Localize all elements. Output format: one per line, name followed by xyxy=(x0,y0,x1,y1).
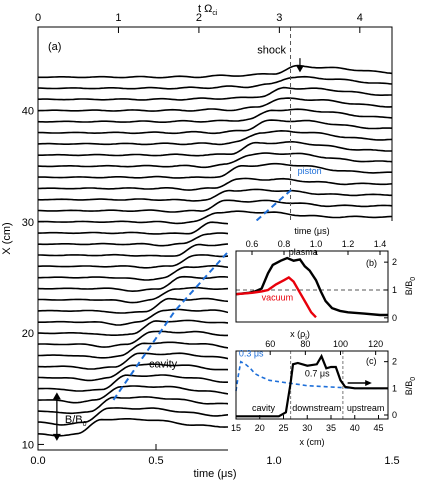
c-top-x-tick-label-2: 100 xyxy=(333,339,348,349)
c-x-tick-label-3: 30 xyxy=(302,423,312,433)
shock-arrow-head xyxy=(295,65,304,73)
b-x-tick-label-4: 1.4 xyxy=(374,239,387,249)
trace-line-21 xyxy=(37,188,392,202)
c-y-tick-label-2: 2 xyxy=(392,357,397,367)
c-time-label-1: 0.7 μs xyxy=(305,368,330,378)
b-x-tick-label-0: 0.6 xyxy=(246,239,259,249)
c-y-tick-label-0: 0 xyxy=(392,410,397,420)
c-y-tick-label-1: 1 xyxy=(392,383,397,393)
y-tick-label-1: 20 xyxy=(22,328,34,340)
c-x-tick-label-4: 35 xyxy=(326,423,336,433)
x-tick-label-1: 0.5 xyxy=(148,455,163,467)
trace-line-27 xyxy=(37,119,393,135)
b-x-tick-label-2: 1.0 xyxy=(310,239,323,249)
b-y-tick-label-0: 0 xyxy=(392,313,397,323)
trace-line-28 xyxy=(37,108,393,123)
trace-line-23 xyxy=(37,162,392,179)
panel-b-inset: 0.6 0.8 1.0 1.2 1.4 time (μs) 0 1 2 B/B0 (b) plasma… xyxy=(228,221,422,331)
c-frame xyxy=(235,350,389,420)
panelB-background xyxy=(228,221,422,331)
c-direction-arrow-head xyxy=(365,380,372,386)
c-time-label-0: 0.3 μs xyxy=(239,348,264,358)
b-series-plasma xyxy=(235,256,388,317)
c-top-x-tick-label-1: 80 xyxy=(300,339,310,349)
trace-line-19 xyxy=(37,210,393,225)
top-x-tick-label-1: 1 xyxy=(115,12,121,24)
b-y-tick-label-2: 2 xyxy=(392,257,397,267)
c-top-axis-label: x (ρi) xyxy=(290,329,310,342)
x-tick-label-0: 0.0 xyxy=(30,455,45,467)
c-top-x-tick-label-0: 60 xyxy=(265,339,275,349)
b-panel-label: (b) xyxy=(366,258,377,268)
top-axis-label: t Ωci xyxy=(198,3,218,17)
trace-line-29 xyxy=(37,97,393,112)
b-x-tick-label-1: 0.8 xyxy=(278,239,291,249)
shock-label: shock xyxy=(257,45,286,57)
cavity-label: cavity xyxy=(149,359,178,371)
y-tick-label-2: 30 xyxy=(22,217,34,229)
b-series-vacuum xyxy=(235,276,317,319)
c-x-tick-label-5: 40 xyxy=(350,423,360,433)
trace-line-22 xyxy=(37,177,393,191)
panel-a-label: (a) xyxy=(48,41,61,53)
trace-line-30 xyxy=(38,86,392,101)
b-legend-vacuum: vacuum xyxy=(262,293,294,303)
top-x-tick-label-4: 4 xyxy=(357,12,363,24)
scale-bar-arrow-up xyxy=(52,392,61,400)
y-tick-label-3: 40 xyxy=(22,105,34,117)
top-x-tick-label-3: 3 xyxy=(276,12,282,24)
trace-line-25 xyxy=(38,141,392,157)
y-tick-label-0: 10 xyxy=(22,439,34,451)
trace-line-20 xyxy=(37,199,393,213)
piston-label: piston xyxy=(298,166,322,176)
c-x-axis-label: x (cm) xyxy=(300,437,325,447)
b-frame xyxy=(235,250,389,323)
scale-bar-label: B/B0 xyxy=(65,414,87,428)
c-y-axis-label: B/B0 xyxy=(404,377,417,396)
c-x-tick-label-2: 25 xyxy=(278,423,288,433)
b-y-axis-label: B/B0 xyxy=(404,277,417,296)
trace-line-32 xyxy=(38,64,393,79)
c-x-tick-label-6: 45 xyxy=(373,423,383,433)
x-axis-label: time (μs) xyxy=(193,468,236,480)
c-panel-label: (c) xyxy=(366,356,377,366)
c-region-upstream: upstream xyxy=(347,403,385,413)
trace-line-24 xyxy=(37,152,393,169)
top-x-tick-label-2: 2 xyxy=(196,12,202,24)
c-x-tick-label-1: 20 xyxy=(255,423,265,433)
c-x-tick-label-0: 15 xyxy=(231,423,241,433)
b-y-tick-label-1: 1 xyxy=(392,285,397,295)
c-top-x-tick-label-3: 120 xyxy=(368,339,383,349)
y-axis-label: X (cm) xyxy=(1,222,13,254)
b-x-tick-label-3: 1.2 xyxy=(342,239,355,249)
x-tick-label-2: 1.0 xyxy=(266,455,281,467)
x-tick-label-3: 1.5 xyxy=(384,455,399,467)
top-x-tick-label-0: 0 xyxy=(35,12,41,24)
b-x-axis-label: time (μs) xyxy=(294,226,329,236)
panel-c-inset: 15 20 25 30 35 40 45 x (cm) 60 80 100 120 x (ρi) 0 1 2B… xyxy=(228,329,422,451)
trace-line-26 xyxy=(37,129,393,146)
c-series-1 xyxy=(236,353,388,418)
c-region-cavity: cavity xyxy=(252,403,276,413)
scale-bar-arrow-down xyxy=(52,433,61,441)
b-legend-plasma: plasma xyxy=(289,247,318,257)
trace-line-31 xyxy=(38,75,393,90)
piston-curve xyxy=(112,187,294,401)
c-region-downstream: downstream xyxy=(292,403,341,413)
